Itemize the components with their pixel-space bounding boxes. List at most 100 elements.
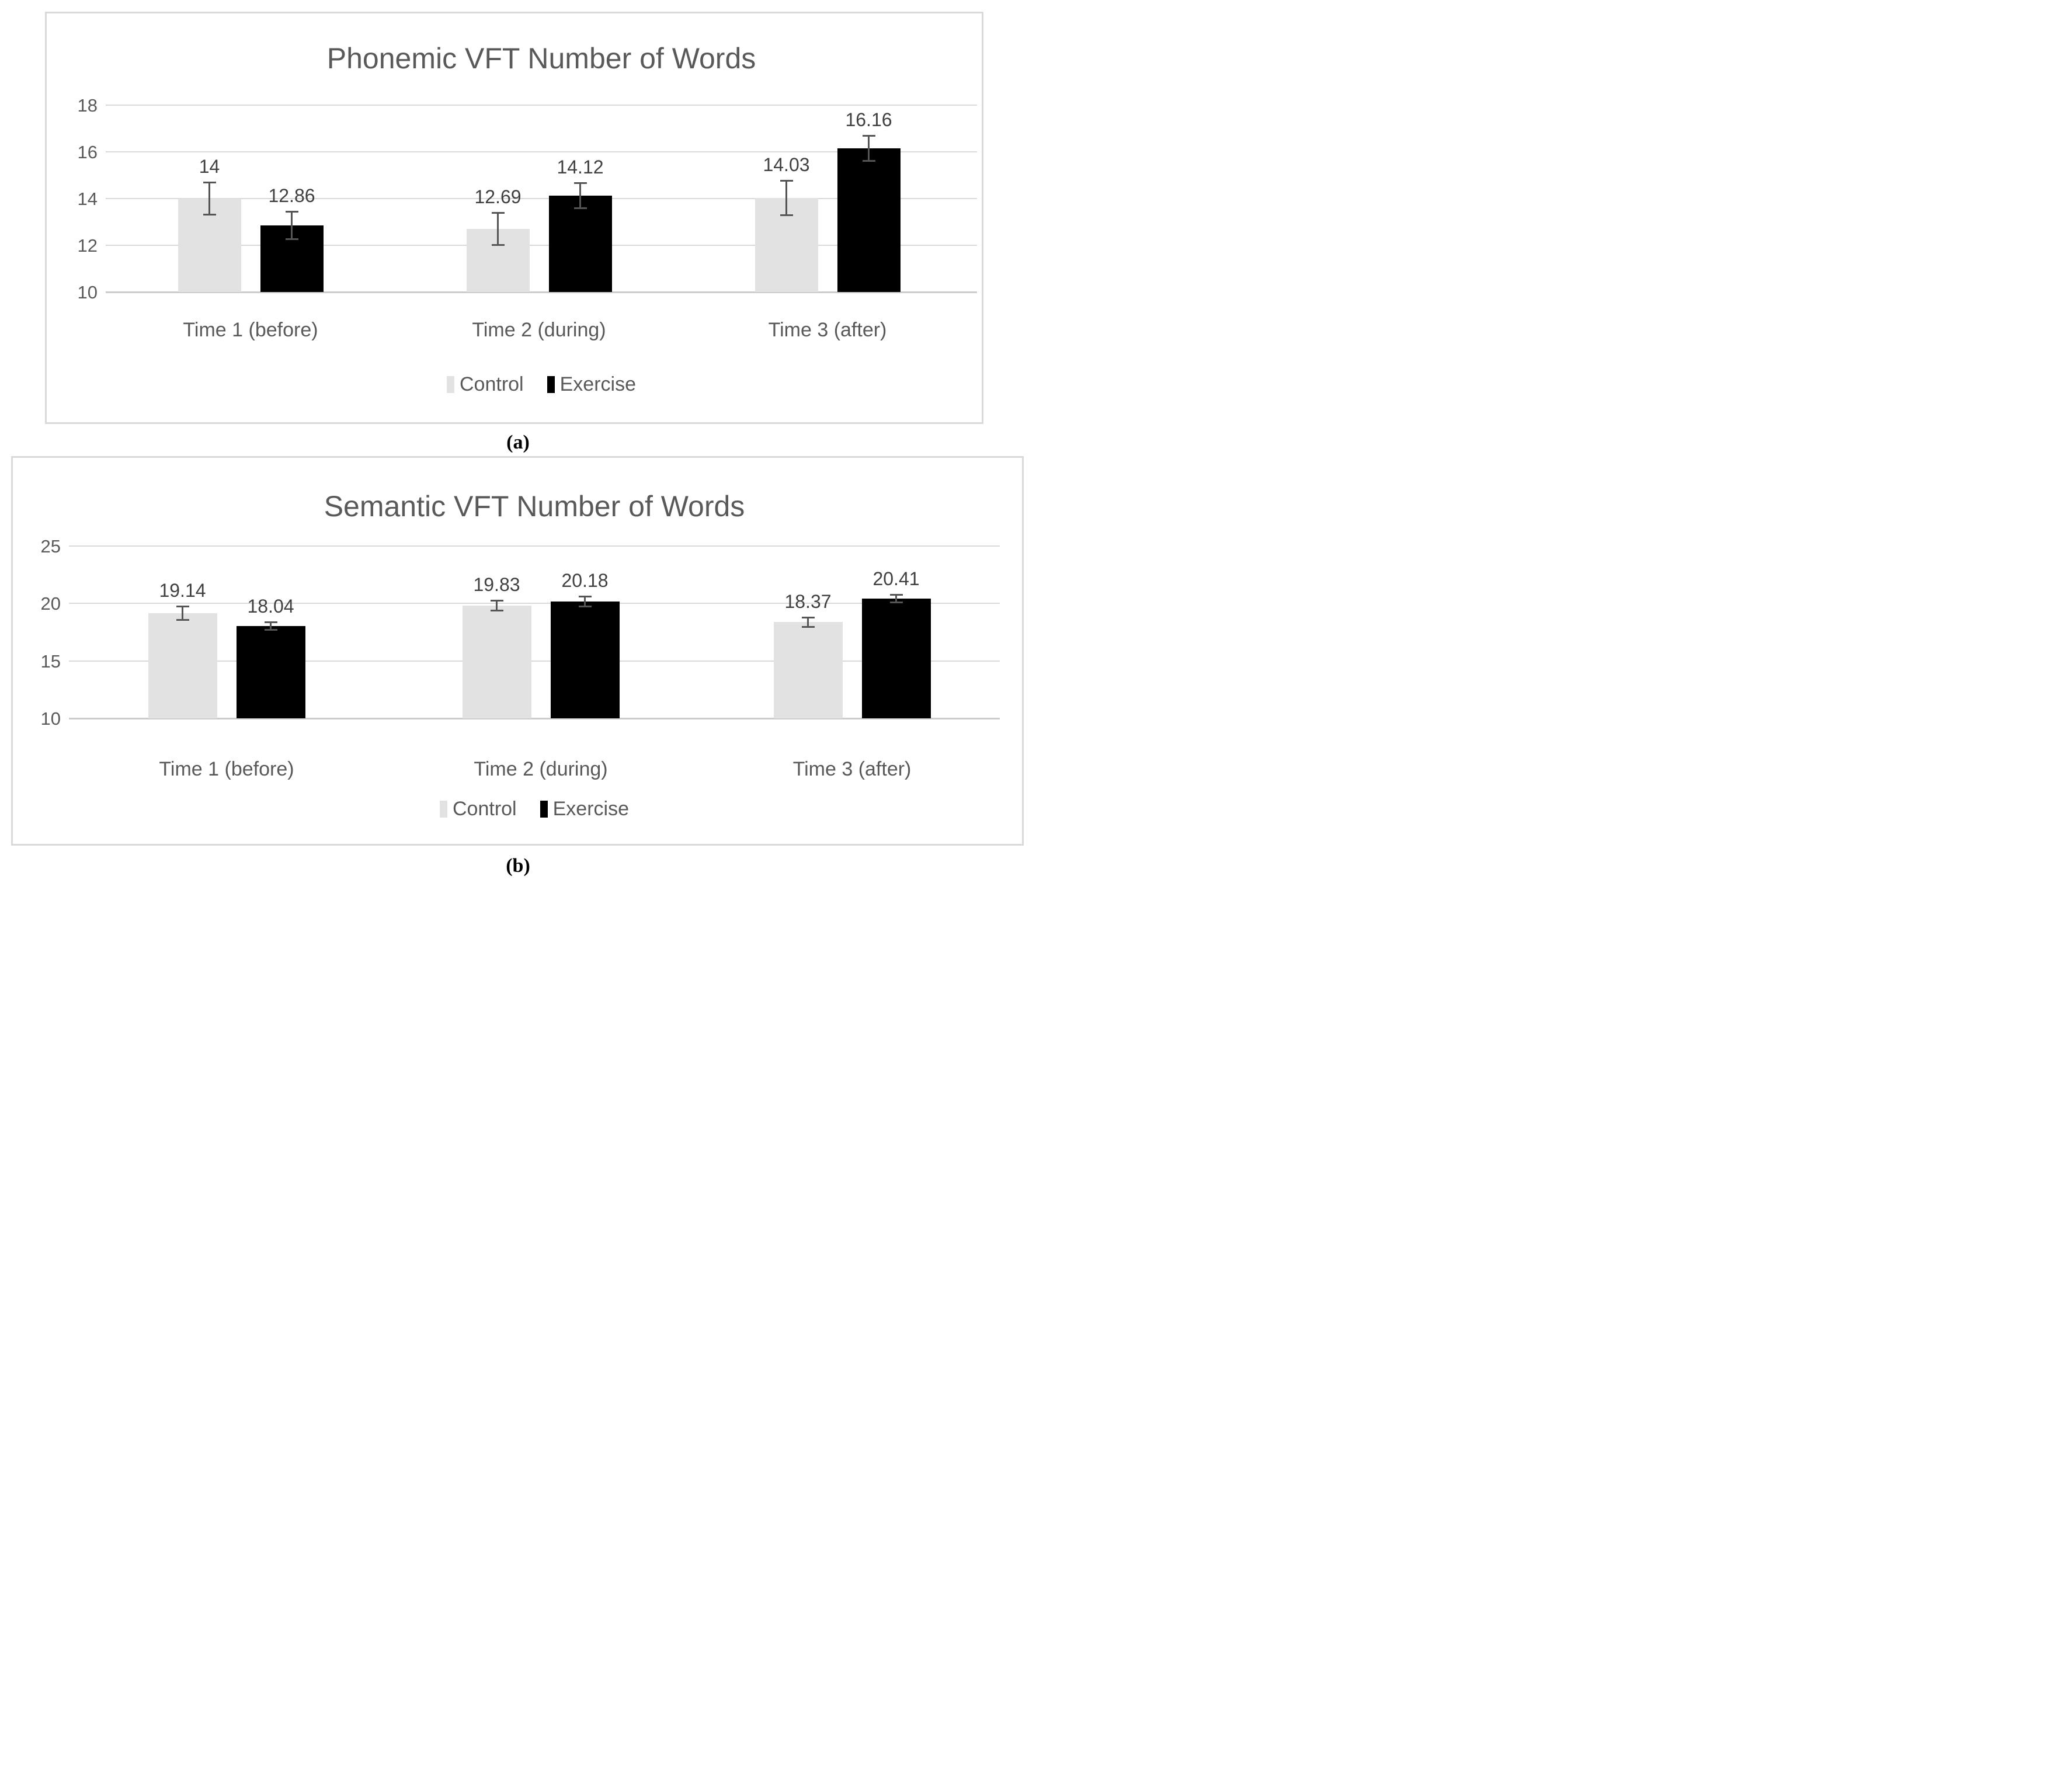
bar-control-time1 [148,613,217,718]
legend-control-label: Control [460,373,524,395]
exercise-swatch-icon [540,800,548,818]
y-tick-label-10: 10 [40,708,61,729]
error-bar-cap-bottom-exercise-time2 [573,207,587,210]
gridline-16 [106,151,977,152]
control-swatch-icon [440,800,447,818]
legend-item-control: Control [440,799,517,819]
error-bar-cap-top-exercise-time2 [573,182,587,185]
x-category-label-time3: Time 3 (after) [768,319,887,341]
panel-b-caption: (b) [506,855,530,877]
error-bar-cap-top-exercise-time2 [578,595,592,597]
error-bar-cap-top-control-time1 [176,606,189,608]
legend-control-label: Control [453,798,517,820]
gridline-10 [106,291,977,293]
data-label-exercise-time3: 20.41 [872,568,920,590]
error-bar-cap-bottom-exercise-time2 [578,605,592,607]
error-bar-control-time2 [496,600,498,611]
x-category-label-time2: Time 2 (during) [472,319,606,341]
figure-page: Phonemic VFT Number of Words 18 16 14 12 10 1… [0,0,1036,886]
x-category-label-time1: Time 1 (before) [159,758,294,780]
error-bar-control-time1 [182,606,183,621]
error-bar-cap-top-control-time3 [780,179,793,182]
error-bar-control-time1 [208,182,210,215]
error-bar-cap-top-control-time2 [490,599,503,602]
error-bar-exercise-time1 [291,211,293,239]
semantic-chart-panel: Semantic VFT Number of Words 25 20 15 10 19.… [11,456,1024,846]
gridline-25 [69,545,1000,547]
error-bar-cap-bottom-control-time1 [203,214,216,215]
y-tick-label-16: 16 [77,142,98,162]
error-bar-cap-bottom-control-time1 [176,619,189,621]
gridline-18 [106,105,977,106]
data-label-control-time3: 18.37 [784,590,832,612]
bar-control-time3 [773,622,843,718]
error-bar-control-time3 [785,180,787,215]
error-bar-cap-top-exercise-time3 [862,134,875,137]
gridline-14 [106,198,977,199]
error-bar-exercise-time2 [579,183,581,209]
error-bar-cap-bottom-exercise-time1 [285,238,298,240]
bar-exercise-time2 [550,601,620,718]
error-bar-cap-top-exercise-time1 [285,210,298,213]
data-label-exercise-time2: 20.18 [561,569,609,591]
error-bar-cap-bottom-control-time2 [490,609,503,611]
bar-exercise-time1 [236,625,305,718]
data-label-control-time1: 14 [199,156,220,177]
y-tick-label-18: 18 [77,95,98,116]
error-bar-control-time2 [497,213,499,246]
error-bar-cap-bottom-exercise-time1 [264,628,277,631]
gridline-15 [69,660,1000,662]
gridline-12 [106,245,977,246]
control-swatch-icon [447,376,454,393]
bar-exercise-time3 [861,599,931,718]
data-label-control-time2: 12.69 [474,186,522,208]
panel-a-caption: (a) [506,432,530,453]
error-bar-cap-bottom-exercise-time3 [862,159,875,162]
x-category-label-time2: Time 2 (during) [474,758,608,780]
error-bar-cap-bottom-control-time2 [491,244,505,246]
error-bar-cap-top-control-time2 [491,212,505,214]
y-tick-label-15: 15 [40,651,61,672]
data-label-control-time2: 19.83 [473,573,520,595]
gridline-20 [69,603,1000,604]
gridline-10 [69,718,1000,719]
y-tick-label-10: 10 [77,282,98,303]
error-bar-control-time3 [807,617,809,628]
semantic-chart-title: Semantic VFT Number of Words [324,490,745,523]
data-label-control-time1: 19.14 [159,580,206,602]
error-bar-cap-top-exercise-time3 [889,594,903,596]
legend-item-control: Control [447,374,524,394]
y-tick-label-14: 14 [77,189,98,209]
x-category-label-time1: Time 1 (before) [183,319,318,341]
data-label-exercise-time2: 14.12 [557,157,604,178]
error-bar-cap-top-control-time3 [801,616,815,618]
error-bar-exercise-time2 [584,596,586,607]
y-tick-label-25: 25 [40,536,61,557]
legend-item-exercise: Exercise [540,799,629,819]
error-bar-exercise-time1 [270,621,272,630]
phonemic-chart-title: Phonemic VFT Number of Words [326,42,756,75]
bar-exercise-time2 [548,196,612,292]
error-bar-cap-bottom-exercise-time3 [889,602,903,604]
data-label-exercise-time1: 12.86 [268,185,315,206]
y-tick-label-20: 20 [40,593,61,614]
bar-control-time2 [462,605,531,718]
error-bar-exercise-time3 [895,595,897,603]
phonemic-chart-panel: Phonemic VFT Number of Words 18 16 14 12 10 1… [45,12,983,424]
bar-exercise-time3 [837,148,901,292]
legend-exercise-label: Exercise [552,798,629,820]
y-tick-label-12: 12 [77,235,98,256]
error-bar-exercise-time3 [868,135,870,161]
x-category-label-time3: Time 3 (after) [792,758,912,780]
data-label-control-time3: 14.03 [763,154,810,175]
semantic-legend: Control Exercise [69,799,1000,819]
phonemic-legend: Control Exercise [106,374,977,394]
data-label-exercise-time1: 18.04 [247,595,294,617]
data-label-exercise-time3: 16.16 [845,109,892,130]
exercise-swatch-icon [547,376,555,393]
error-bar-cap-top-exercise-time1 [264,621,277,623]
error-bar-cap-bottom-control-time3 [801,626,815,628]
error-bar-cap-top-control-time1 [203,182,216,183]
legend-item-exercise: Exercise [547,374,636,394]
legend-exercise-label: Exercise [559,373,636,395]
